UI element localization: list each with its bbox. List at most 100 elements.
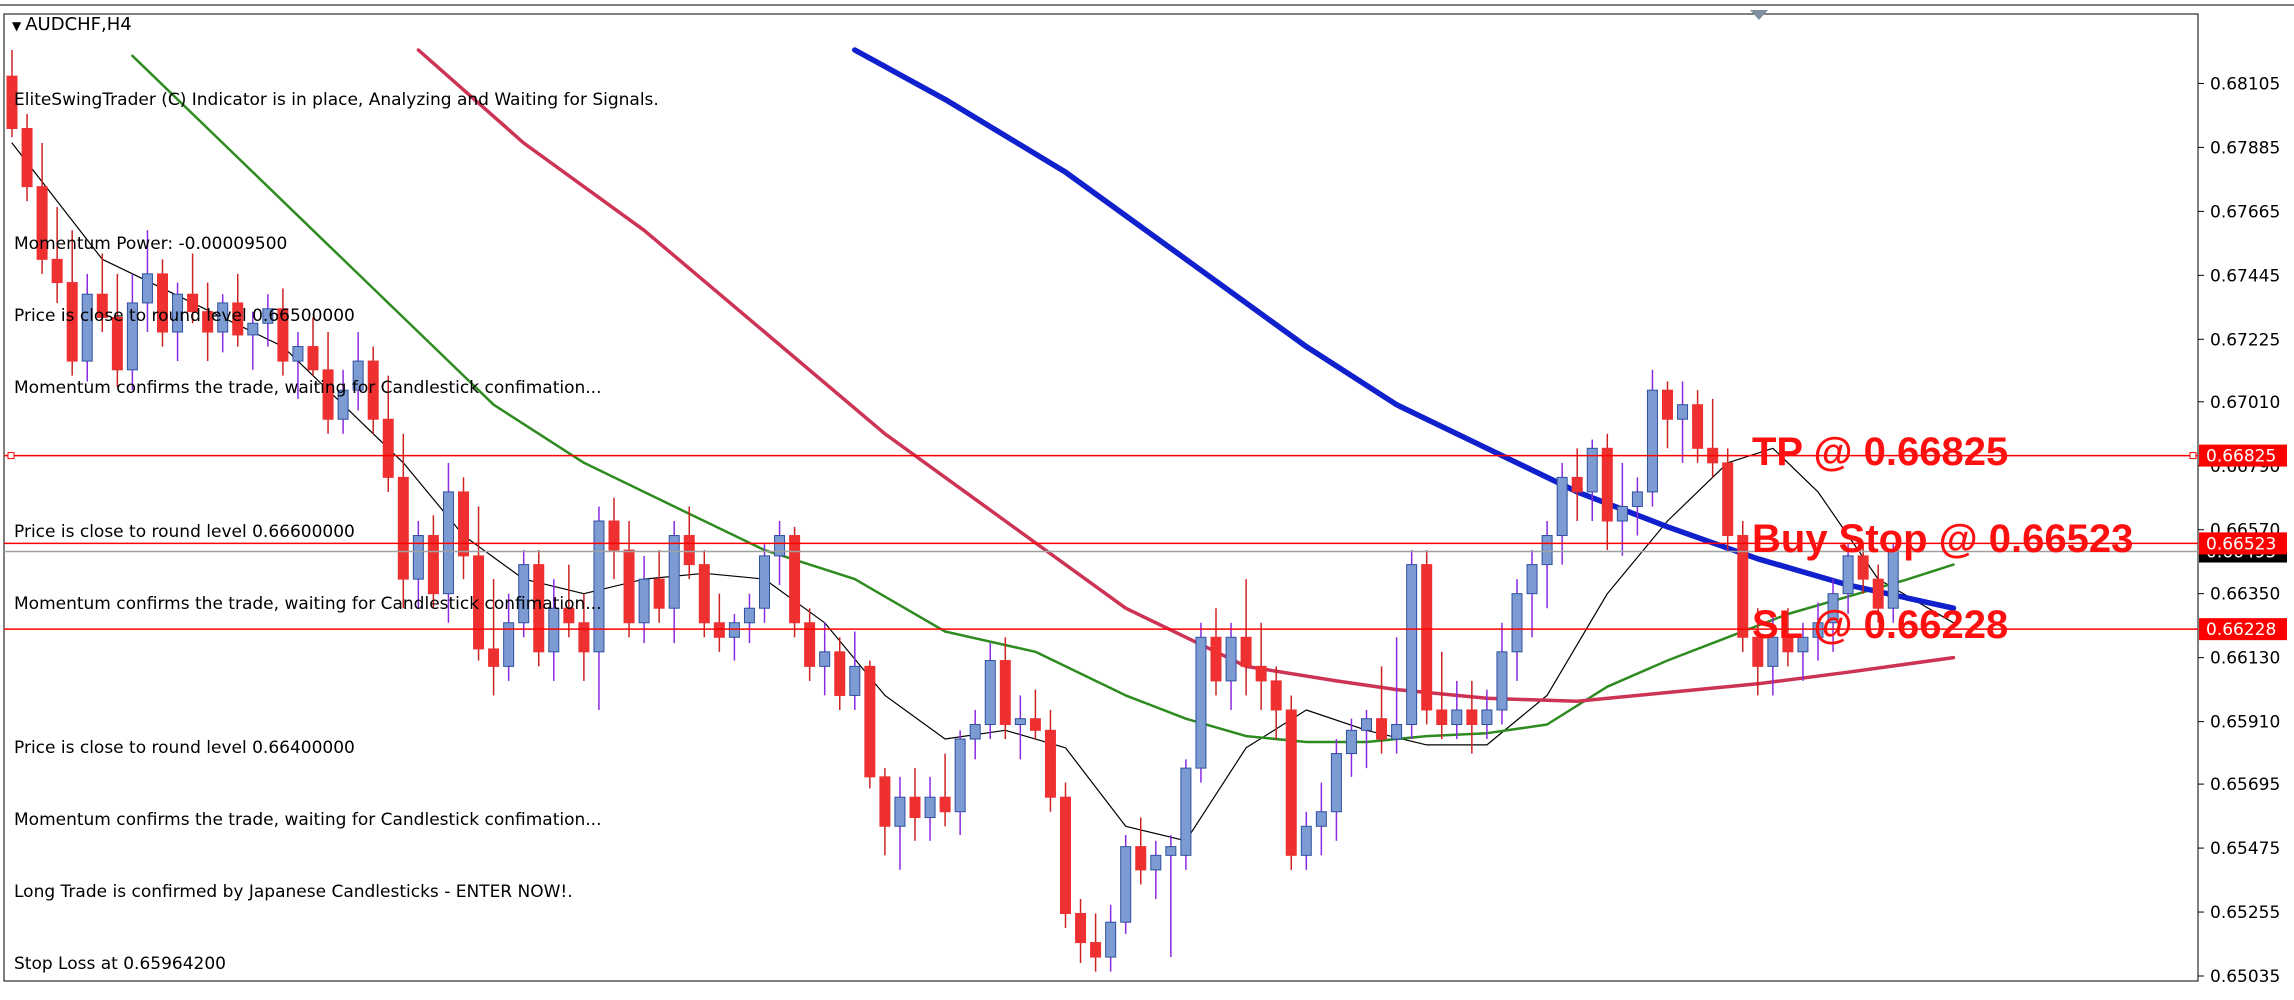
candle <box>397 433 409 609</box>
candle <box>202 282 214 362</box>
candle-body <box>1737 535 1749 638</box>
candle-body <box>774 535 786 557</box>
candle <box>1029 689 1041 740</box>
info-line: Price is close to round level 0.66600000 <box>14 522 355 542</box>
candle <box>909 768 921 841</box>
candle-body <box>894 796 906 827</box>
candle <box>217 294 229 353</box>
info-line: Momentum confirms the trade, waiting for… <box>14 810 602 830</box>
candle-body <box>262 308 274 324</box>
candle-body <box>187 293 199 313</box>
candle-body <box>1646 389 1658 493</box>
candle <box>759 544 770 623</box>
candle <box>1075 898 1087 963</box>
candle <box>382 375 394 492</box>
candle-body <box>879 776 891 827</box>
candle-body <box>126 302 138 371</box>
axis-tick-label: 0.67665 <box>2210 202 2280 222</box>
info-line <box>14 448 659 472</box>
candle <box>1466 680 1478 754</box>
info-line <box>14 160 659 184</box>
candle <box>1631 477 1643 536</box>
candle <box>1526 550 1538 638</box>
candle <box>1270 666 1282 740</box>
candle-body <box>849 665 861 696</box>
candle-body <box>1662 389 1673 420</box>
candle <box>864 660 876 789</box>
level-price-tag <box>2199 532 2287 555</box>
candle-body <box>1556 476 1568 537</box>
candle-body <box>172 293 184 333</box>
axis-tick-label: 0.65035 <box>2210 967 2280 987</box>
candle <box>307 317 319 376</box>
symbol-header[interactable]: ▼ AUDCHF,H4 <box>12 14 132 35</box>
candle <box>1556 462 1568 565</box>
candle-body <box>638 578 650 624</box>
candle-body <box>1767 636 1779 667</box>
candle <box>1361 709 1372 769</box>
axis-tick-label: 0.65475 <box>2210 839 2280 859</box>
candle <box>1737 520 1749 652</box>
candle-body <box>202 311 214 333</box>
axis-tick-label: 0.65695 <box>2210 775 2280 795</box>
candle <box>81 273 93 382</box>
candle-body <box>1797 636 1809 653</box>
candle <box>36 143 48 274</box>
candle-body <box>1586 447 1598 493</box>
candle-body <box>608 520 620 551</box>
info-line: EliteSwingTrader (C) Indicator is in pla… <box>14 90 659 110</box>
ma-line <box>852 47 1957 611</box>
candle <box>111 273 123 388</box>
candle <box>608 497 620 580</box>
candle-body <box>578 622 590 653</box>
candle-body <box>382 418 394 478</box>
candle-body <box>1857 555 1869 580</box>
candle <box>1722 448 1734 551</box>
level-price-tag <box>2199 618 2287 641</box>
candle-body <box>322 369 334 420</box>
candle <box>51 206 63 303</box>
candle <box>277 288 289 376</box>
candle <box>488 579 500 696</box>
candle-body <box>21 127 33 188</box>
candle <box>563 564 575 638</box>
level-anchor-icon <box>7 452 15 460</box>
candle-body <box>1421 564 1433 711</box>
candle <box>1406 550 1418 740</box>
candle-body <box>1406 564 1418 726</box>
candle-body <box>337 389 349 420</box>
candle <box>232 273 244 347</box>
candle-body <box>352 360 364 391</box>
candle <box>954 730 966 835</box>
candle <box>172 282 184 362</box>
candle-body <box>1812 622 1824 638</box>
candle-body <box>1330 753 1342 813</box>
candle-body <box>36 186 48 260</box>
candle-body <box>1436 709 1448 726</box>
candle <box>1601 433 1613 551</box>
candle-body <box>1541 535 1553 566</box>
candle <box>1391 637 1403 754</box>
info-line <box>14 664 659 688</box>
candle <box>1541 520 1553 609</box>
axis-tick-label: 0.67445 <box>2210 266 2280 286</box>
candle <box>668 520 680 644</box>
candle-body <box>728 622 740 638</box>
candle-body <box>1391 724 1403 740</box>
sl-annotation: SL @ 0.66228 <box>1752 603 2009 648</box>
tp-annotation: TP @ 0.66825 <box>1752 429 2009 474</box>
candle <box>1677 381 1689 463</box>
candle <box>262 294 274 347</box>
dropdown-triangle-icon[interactable]: ▼ <box>12 19 22 33</box>
candle <box>1195 622 1207 783</box>
candle <box>1857 544 1869 594</box>
candle-body <box>1195 636 1207 769</box>
candle <box>593 506 605 710</box>
candle <box>1511 579 1523 681</box>
candle <box>427 515 439 609</box>
candle-body <box>518 564 530 624</box>
level-price-tag-label: 0.66228 <box>2206 620 2276 640</box>
candle-body <box>789 535 801 624</box>
candle-body <box>217 302 229 333</box>
